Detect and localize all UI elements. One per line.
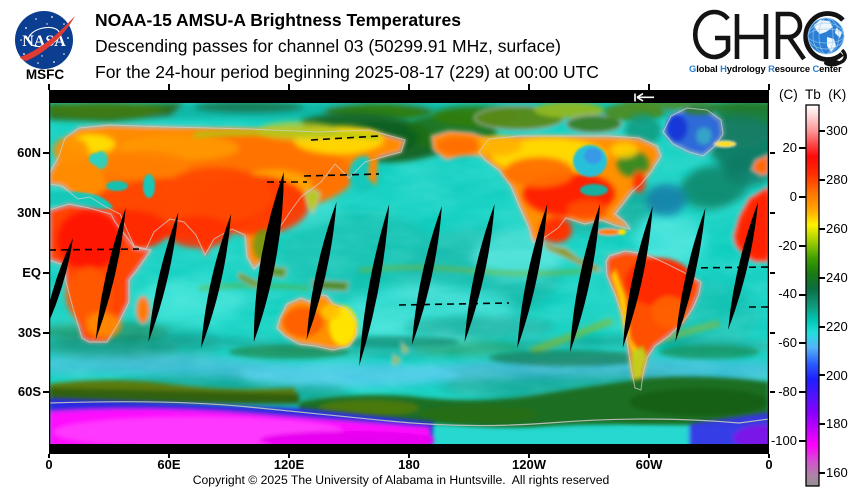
svg-text:Global Hydrology Resource Cent: Global Hydrology Resource Center — [689, 63, 842, 74]
